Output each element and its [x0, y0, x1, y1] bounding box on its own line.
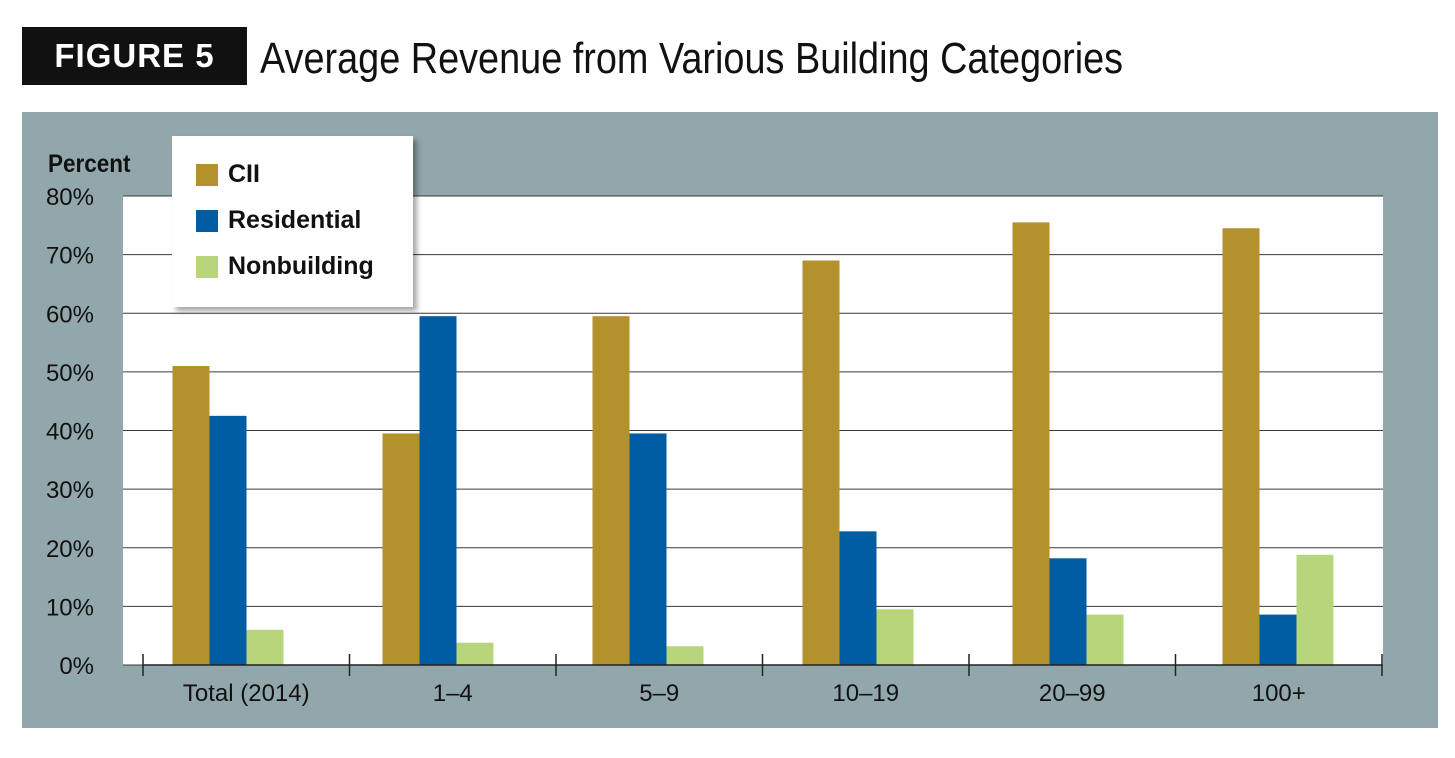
y-tick-label: 0% [59, 653, 94, 680]
bar-residential [629, 433, 667, 665]
legend-item-nonbuilding: Nonbuilding [196, 252, 374, 281]
bar-nonbuilding [246, 629, 284, 665]
bar-residential [419, 316, 457, 665]
bar-nonbuilding [1296, 554, 1334, 665]
chart-legend: CII Residential Nonbuilding [172, 136, 413, 307]
legend-item-residential: Residential [196, 206, 361, 235]
x-tick-label: 1–4 [433, 680, 473, 707]
bar-nonbuilding [666, 646, 704, 665]
bar-cii [802, 260, 840, 665]
y-tick-label: 80% [46, 184, 94, 211]
y-tick-label: 70% [46, 243, 94, 270]
y-tick-label: 10% [46, 594, 94, 621]
figure-tag: FIGURE 5 [22, 27, 247, 85]
y-tick-label: 60% [46, 301, 94, 328]
x-tick-label: 100+ [1252, 680, 1306, 707]
x-tick-label: Total (2014) [183, 680, 310, 707]
x-tick-label: 20–99 [1039, 680, 1106, 707]
bar-cii [592, 316, 630, 665]
x-tick-label: 10–19 [832, 680, 899, 707]
legend-swatch-nonbuilding [196, 255, 218, 278]
legend-label-cii: CII [228, 160, 260, 188]
bar-nonbuilding [876, 609, 914, 665]
bar-nonbuilding [1086, 614, 1124, 665]
x-tick-label: 5–9 [639, 680, 679, 707]
legend-label-nonbuilding: Nonbuilding [228, 252, 374, 280]
y-tick-label: 40% [46, 419, 94, 446]
y-axis-label: Percent [48, 150, 131, 178]
bar-residential [1259, 614, 1297, 665]
bar-residential [1049, 558, 1087, 665]
bar-cii [172, 366, 210, 665]
bar-cii [1222, 228, 1260, 665]
bar-residential [209, 415, 247, 665]
bar-nonbuilding [456, 642, 494, 665]
legend-swatch-cii [196, 163, 218, 186]
legend-label-residential: Residential [228, 206, 362, 234]
bar-residential [839, 531, 877, 665]
y-tick-label: 20% [46, 536, 94, 563]
figure-title: Average Revenue from Various Building Ca… [260, 34, 1124, 83]
y-tick-label: 30% [46, 477, 94, 504]
legend-swatch-residential [196, 209, 218, 232]
y-tick-label: 50% [46, 360, 94, 387]
legend-item-cii: CII [196, 160, 260, 189]
bar-cii [382, 433, 420, 665]
bar-cii [1012, 222, 1050, 665]
